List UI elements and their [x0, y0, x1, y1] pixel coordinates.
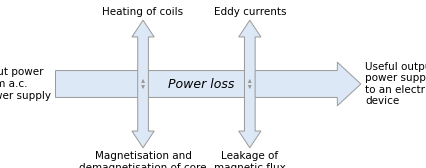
- Polygon shape: [55, 62, 360, 106]
- Text: Power loss: Power loss: [167, 77, 233, 91]
- Text: Heating of coils: Heating of coils: [102, 7, 183, 17]
- Text: Useful output
power supplied
to an electrical
device: Useful output power supplied to an elect…: [364, 62, 426, 106]
- Text: Leakage of
magnetic flux: Leakage of magnetic flux: [213, 151, 285, 168]
- Polygon shape: [238, 20, 260, 148]
- Text: Input power
from a.c.
power supply: Input power from a.c. power supply: [0, 67, 51, 101]
- Text: Eddy currents: Eddy currents: [213, 7, 285, 17]
- Text: Magnetisation and
demagnetisation of core: Magnetisation and demagnetisation of cor…: [79, 151, 206, 168]
- Polygon shape: [132, 20, 154, 148]
